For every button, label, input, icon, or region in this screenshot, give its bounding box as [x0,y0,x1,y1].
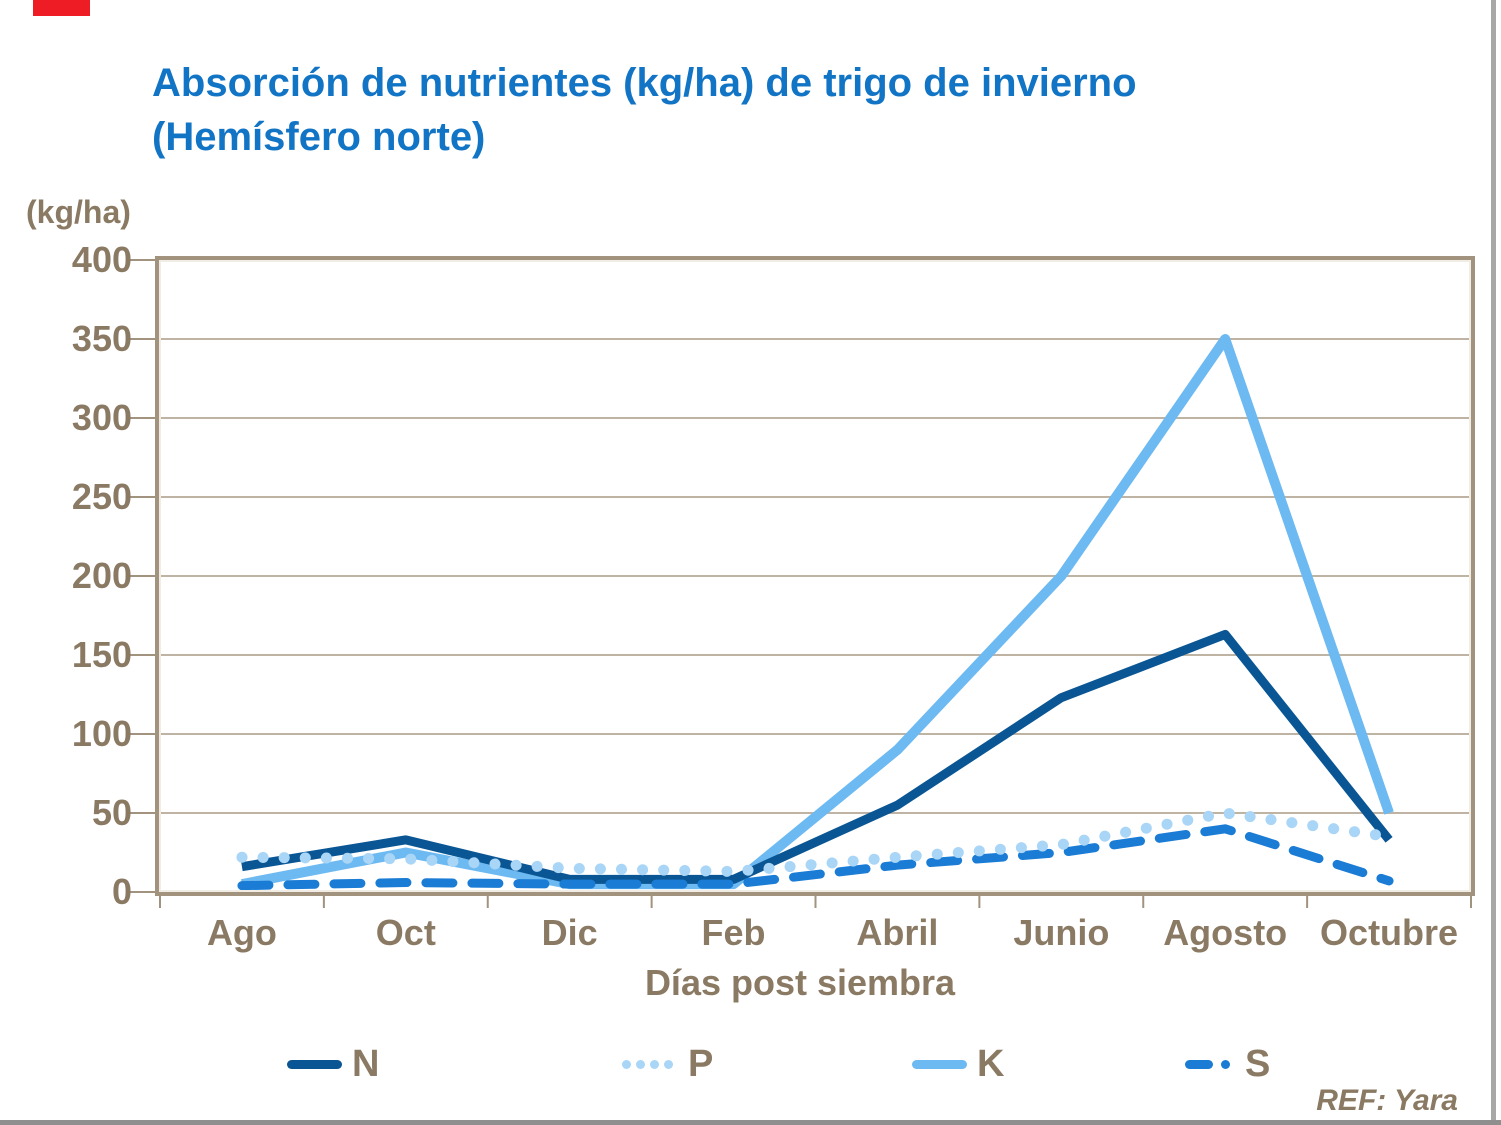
y-tick-label-200: 200 [71,555,132,596]
legend-swatch-P [622,1059,678,1069]
x-tick-label-Junio: Junio [1013,912,1110,953]
x-tick-label-Dic: Dic [541,912,598,953]
legend-item-N: N [287,1042,379,1086]
x-tick-label-Abril: Abril [856,912,939,953]
legend-label-P: P [688,1043,714,1085]
red-corner-mark [33,0,90,16]
series-line-P [236,807,1395,877]
x-tick-label-Oct: Oct [375,912,436,953]
legend-item-P: P [622,1042,713,1086]
series-line-S [237,824,1394,891]
y-axis-unit-label: (kg/ha) [26,194,131,230]
y-tick-label-300: 300 [71,397,132,438]
reference-label: REF: Yara [1316,1084,1458,1117]
y-tick-label-150: 150 [71,634,132,675]
x-tick-label-Agosto: Agosto [1163,912,1288,953]
legend-swatch-S [1185,1059,1235,1069]
legend-label-K: K [977,1043,1005,1085]
y-tick-label-50: 50 [91,792,132,833]
legend-swatch-K [912,1059,967,1069]
x-tick-label-Feb: Feb [701,912,766,953]
legend-swatch-N [287,1059,342,1069]
legend-item-S: S [1185,1042,1270,1086]
y-tick-label-100: 100 [71,713,132,754]
legend-label-N: N [352,1043,380,1085]
plot-area-frame [155,256,1475,896]
x-axis-title: Días post siembra [644,962,956,1003]
series-line-N [241,629,1393,884]
chart-title-line2: (Hemísfero norte) [152,115,486,159]
y-tick-label-250: 250 [71,476,132,517]
chart-title: Absorción de nutrientes (kg/ha) de trigo… [152,56,1452,164]
y-tick-label-350: 350 [71,318,132,359]
legend-label-S: S [1245,1043,1271,1085]
y-tick-label-0: 0 [111,871,132,912]
window-bottom-edge [0,1120,1501,1125]
legend-item-K: K [912,1042,1004,1086]
y-tick-label-400: 400 [71,239,132,280]
x-tick-label-Octubre: Octubre [1320,912,1459,953]
x-tick-label-Ago: Ago [206,912,277,953]
chart-title-line1: Absorción de nutrientes (kg/ha) de trigo… [152,61,1137,105]
window-right-edge [1491,0,1496,1125]
